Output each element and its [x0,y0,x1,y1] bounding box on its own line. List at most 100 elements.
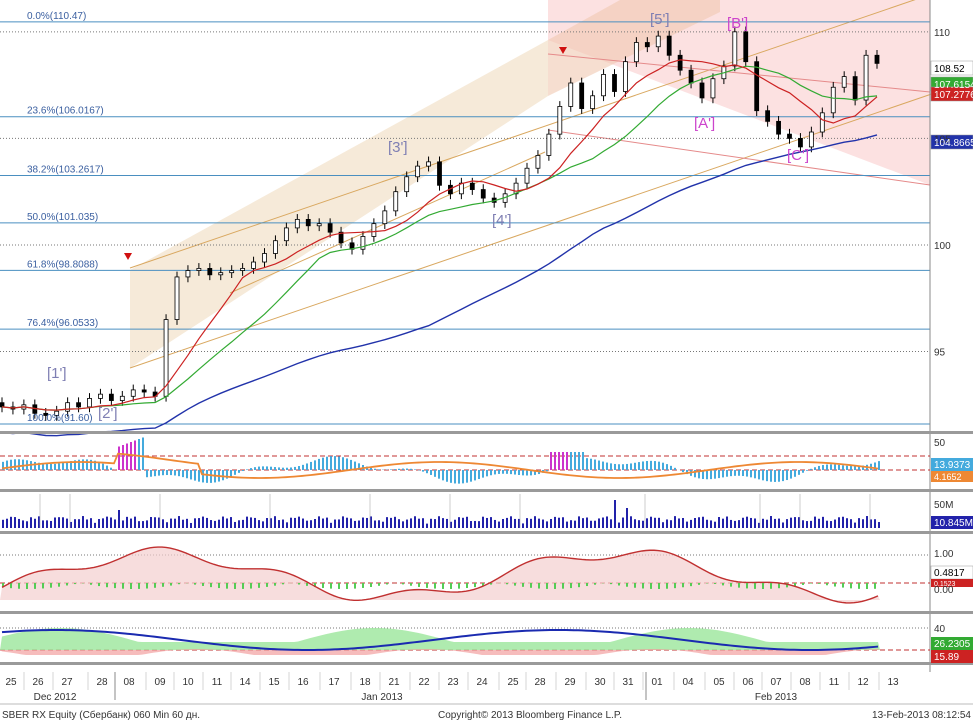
histogram-bar [786,470,788,481]
volume-bar [142,521,144,528]
histogram-bar [766,470,768,482]
histogram-bar [438,470,440,479]
volume-bar [18,518,20,528]
volume-bar [350,518,352,528]
histogram-bar [274,467,276,470]
volume-bar [222,516,224,528]
x-tick-label: 18 [359,677,371,688]
month-label: Jan 2013 [361,692,403,703]
histogram-bar [34,461,36,470]
histogram-bar [458,583,460,589]
candle-body [108,393,114,401]
histogram-bar [422,470,424,472]
histogram-bar [270,466,272,470]
volume-bar [30,517,32,528]
volume-bar [750,517,752,528]
candle-body [765,110,771,122]
histogram-bar [610,583,612,585]
histogram-bar [142,437,144,470]
histogram-bar [522,583,524,587]
volume-bar [290,517,292,528]
volume-bar [154,517,156,528]
volume-bar [430,518,432,528]
histogram-bar [794,583,796,587]
histogram-bar [322,583,324,588]
month-label: Feb 2013 [755,692,798,703]
histogram-bar [38,462,40,470]
histogram-bar [10,583,12,589]
histogram-bar [394,469,396,470]
histogram-bar [534,470,536,475]
candle-body [54,410,60,416]
negative-area [0,649,880,655]
histogram-bar [458,470,460,484]
histogram-bar [202,470,204,483]
histogram-bar [562,452,564,470]
candle-body [415,165,421,178]
histogram-bar [538,583,540,589]
histogram-bar [370,467,372,470]
histogram-bar [510,470,512,475]
volume-bar [38,516,40,528]
histogram-bar [106,465,108,470]
volume-bar [174,518,176,528]
volume-bar [158,517,160,528]
histogram-bar [66,583,68,586]
volume-bar [58,517,60,528]
candle-body [360,236,366,250]
candle-body [469,182,475,190]
histogram-bar [254,467,256,470]
histogram-bar [138,583,140,589]
volume-bar [570,520,572,528]
histogram-bar [334,456,336,470]
histogram-bar [722,470,724,478]
histogram-bar [706,470,708,480]
histogram-bar [58,583,60,587]
histogram-bar [230,470,232,477]
histogram-bar [506,470,508,474]
volume-bar [810,520,812,528]
histogram-bar [594,459,596,470]
x-tick-label: 31 [622,677,634,688]
histogram-bar [110,467,112,470]
histogram-bar [98,583,100,587]
volume-bar [50,520,52,528]
last-value-label: 0.4817 [934,568,965,579]
volume-bar [602,517,604,528]
histogram-bar [586,583,588,587]
volume-bar [706,519,708,528]
volume-bar [382,521,384,528]
volume-bar [358,520,360,528]
histogram-bar [434,470,436,477]
volume-bar [70,521,72,528]
histogram-bar [658,461,660,470]
histogram-bar [834,464,836,470]
volume-bar [34,518,36,528]
candle-body [819,112,825,133]
x-tick-label: 24 [476,677,488,688]
histogram-bar [734,470,736,476]
last-value-box [930,134,973,150]
volume-bar [150,517,152,528]
volume-bar [842,516,844,528]
volume-bar [6,518,8,528]
volume-bar [22,520,24,528]
histogram-bar [82,459,84,470]
indicator-3-tick: 40 [934,624,946,635]
volume-bar [134,516,136,528]
last-value-box [931,579,973,587]
histogram-bar [222,470,224,481]
volume-bar [786,519,788,528]
x-tick-label: 29 [564,677,576,688]
histogram-bar [154,583,156,588]
histogram-bar [646,461,648,470]
histogram-bar [306,463,308,470]
volume-bar [642,520,644,528]
volume-bar [666,519,668,528]
volume-bar [506,517,508,528]
volume-bar [90,518,92,528]
histogram-bar [170,470,172,476]
candle-body [393,191,399,212]
volume-bar [710,520,712,528]
histogram-bar [106,583,108,588]
